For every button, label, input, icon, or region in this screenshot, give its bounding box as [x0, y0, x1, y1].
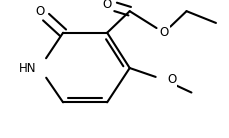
Text: O: O	[35, 5, 44, 18]
Text: O: O	[159, 26, 168, 39]
Text: O: O	[166, 73, 175, 86]
Text: HN: HN	[19, 62, 36, 75]
Text: O: O	[102, 0, 111, 11]
